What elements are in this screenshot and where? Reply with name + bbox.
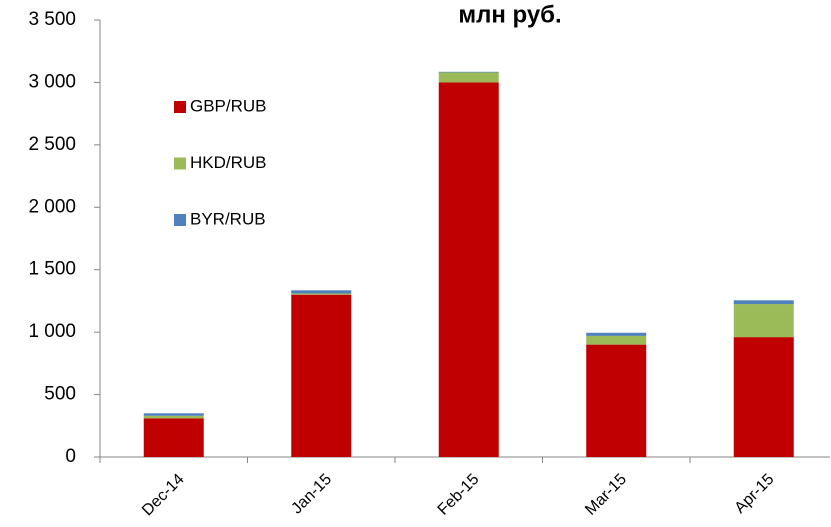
bar-segment <box>438 71 499 73</box>
bar-segment <box>143 413 204 416</box>
legend-swatch <box>174 101 186 113</box>
y-tick-label: 3 500 <box>28 9 76 30</box>
bar-segment <box>733 300 794 305</box>
x-tick-label: Feb-15 <box>435 471 483 519</box>
chart-title: млн руб. <box>458 1 561 28</box>
legend-label: BYR/RUB <box>190 209 266 228</box>
x-tick-label: Apr-15 <box>732 471 778 517</box>
bar-segment <box>586 344 647 457</box>
y-tick-label: 2 500 <box>28 134 76 155</box>
bar-segment <box>291 293 352 295</box>
x-tick-label: Dec-14 <box>139 471 188 520</box>
legend-swatch <box>174 214 186 226</box>
bar-segment <box>143 418 204 457</box>
legend-swatch <box>174 157 186 170</box>
bar-segment <box>291 290 352 294</box>
bar-segment <box>143 415 204 419</box>
bar-segment <box>733 337 794 457</box>
bar-segment <box>438 82 499 457</box>
bar-segment <box>438 72 499 83</box>
legend-label: GBP/RUB <box>190 96 267 115</box>
y-tick-label: 500 <box>44 384 76 405</box>
y-tick-label: 2 000 <box>28 196 76 217</box>
y-tick-label: 3 000 <box>28 71 76 92</box>
bar-segment <box>586 335 647 345</box>
y-tick-label: 1 000 <box>28 321 76 342</box>
y-tick-label: 0 <box>65 446 76 467</box>
bar-segment <box>586 332 647 336</box>
legend-label: HKD/RUB <box>190 153 267 172</box>
x-tick-label: Jan-15 <box>288 471 335 518</box>
x-tick-label: Mar-15 <box>582 471 630 519</box>
bar-segment <box>291 294 352 457</box>
bar-segment <box>733 304 794 338</box>
y-tick-label: 1 500 <box>28 259 76 280</box>
